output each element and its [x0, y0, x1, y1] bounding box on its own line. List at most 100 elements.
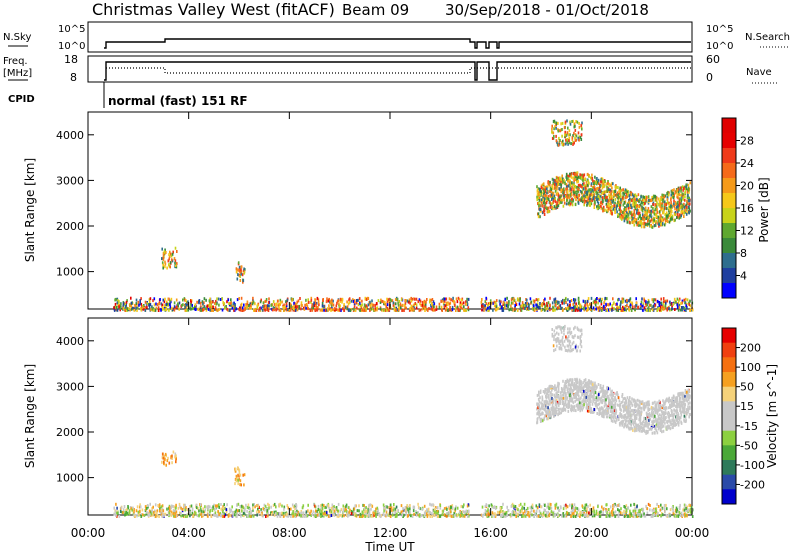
scatter-cell [661, 204, 663, 208]
scatter-cell [287, 506, 290, 510]
scatter-cell [246, 514, 248, 518]
scatter-cell [419, 507, 422, 511]
scatter-cell [201, 300, 204, 304]
scatter-cell [664, 194, 667, 198]
scatter-cell [202, 510, 205, 514]
scatter-cell [373, 512, 376, 516]
scatter-cell [374, 510, 377, 514]
scatter-cell [600, 180, 603, 184]
scatter-cell [547, 195, 550, 198]
scatter-cell [571, 306, 574, 310]
scatter-cell [153, 303, 156, 307]
scatter-cell [327, 514, 330, 518]
scatter-cell [512, 504, 514, 508]
scatter-cell [307, 503, 309, 507]
scatter-cell [540, 186, 543, 189]
scatter-cell [170, 297, 173, 301]
scatter-cell [662, 307, 664, 311]
scatter-cell [645, 217, 648, 220]
scatter-cell [317, 300, 320, 304]
scatter-cell [624, 206, 626, 210]
scatter-cell [617, 186, 619, 189]
scatter-cell [220, 503, 222, 506]
scatter-cell [432, 300, 435, 304]
scatter-cell [664, 510, 666, 514]
scatter-cell [337, 308, 339, 312]
scatter-cell [687, 188, 690, 192]
scatter-cell [574, 308, 577, 312]
scatter-cell [386, 297, 388, 301]
scatter-cell [599, 197, 601, 201]
scatter-cell [660, 297, 662, 301]
scatter-cell [209, 510, 211, 514]
scatter-cell [458, 512, 460, 516]
scatter-cell [622, 215, 625, 219]
scatter-cell [641, 507, 643, 511]
scatter-cell [275, 305, 277, 309]
scatter-cell [588, 202, 591, 206]
scatter-cell [645, 304, 647, 308]
scatter-cell [606, 199, 608, 203]
scatter-cell [609, 200, 612, 204]
scatter-cell [655, 198, 658, 202]
scatter-cell [215, 299, 217, 303]
scatter-cell [670, 189, 673, 193]
scatter-cell [321, 304, 324, 308]
scatter-cell [553, 179, 556, 182]
scatter-cell [241, 273, 244, 277]
scatter-cell [410, 296, 412, 300]
scatter-cell [577, 183, 580, 187]
scatter-cell [354, 512, 356, 516]
scatter-cell [466, 303, 469, 307]
scatter-cell [362, 308, 365, 312]
scatter-cell [657, 308, 659, 312]
scatter-cell [396, 514, 398, 518]
scatter-cell [625, 214, 628, 218]
scatter-cell [641, 213, 644, 217]
scatter-cell [451, 504, 454, 508]
scatter-cell [539, 511, 542, 515]
scatter-cell [232, 304, 235, 308]
scatter-cell [421, 507, 424, 511]
scatter-cell [575, 134, 578, 138]
scatter-cell [333, 509, 336, 513]
scatter-cell [545, 511, 548, 515]
scatter-cell [290, 304, 293, 308]
scatter-cell [579, 183, 581, 187]
scatter-cell [140, 297, 142, 301]
scatter-cell [597, 301, 599, 305]
scatter-cell [352, 299, 355, 303]
scatter-cell [401, 303, 404, 307]
scatter-cell [115, 307, 117, 311]
scatter-cell [182, 303, 184, 307]
scatter-cell [402, 507, 404, 511]
scatter-cell [185, 299, 187, 303]
scatter-cell [681, 185, 684, 189]
scatter-cell [680, 210, 683, 214]
scatter-cell [688, 503, 690, 507]
scatter-cell [581, 513, 584, 517]
scatter-cell [321, 301, 324, 305]
scatter-cell [597, 201, 600, 205]
scatter-cell [265, 298, 268, 301]
scatter-cell [648, 300, 650, 304]
scatter-cell [407, 508, 409, 512]
scatter-cell [363, 303, 366, 307]
scatter-cell [344, 508, 347, 511]
scatter-cell [330, 308, 332, 312]
scatter-cell [527, 510, 529, 514]
scatter-cell [564, 297, 567, 301]
scatter-cell [632, 195, 635, 199]
scatter-cell [456, 514, 459, 517]
scatter-cell [394, 511, 396, 515]
scatter-cell [634, 198, 636, 202]
scatter-cell [384, 301, 386, 304]
scatter-cell [571, 200, 573, 204]
scatter-cell [279, 298, 282, 302]
scatter-cell [127, 506, 130, 510]
scatter-cell [169, 508, 171, 512]
scatter-cell [240, 303, 242, 307]
scatter-cell [561, 308, 564, 312]
scatter-cell [637, 217, 640, 221]
scatter-cell [237, 502, 240, 506]
